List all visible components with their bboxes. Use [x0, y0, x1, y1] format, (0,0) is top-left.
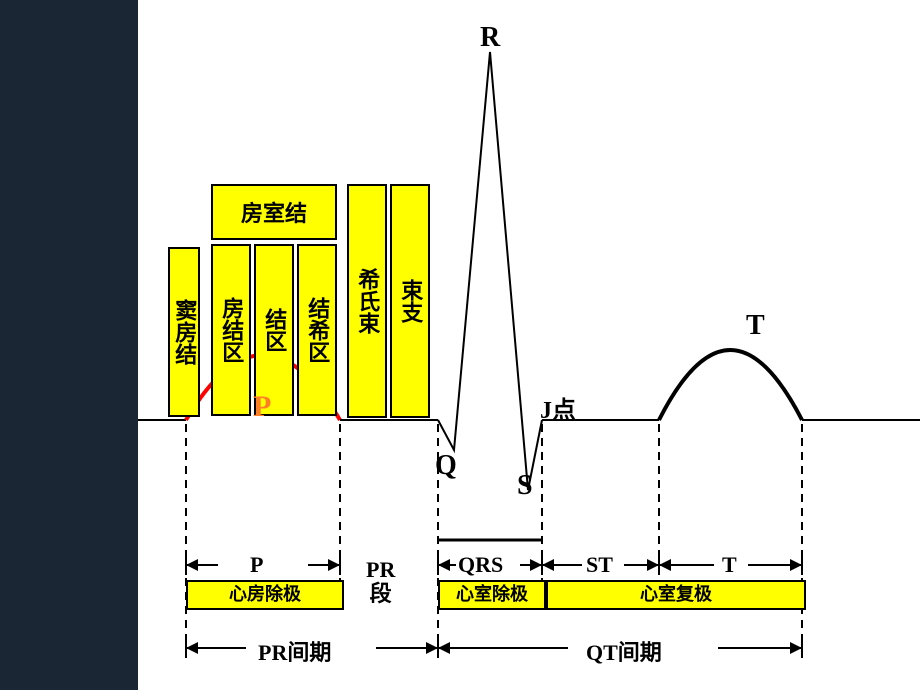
label-p-interval: P [250, 552, 263, 578]
label-t-seg: T [722, 552, 737, 578]
label-st: ST [586, 552, 613, 578]
box-av-h: 结希区 [297, 244, 337, 416]
box-sinus-node: 窦房结 [168, 247, 200, 417]
box-av-node-header: 房室结 [211, 184, 337, 240]
label-qrs: QRS [458, 552, 503, 578]
label-j-point: J点 [540, 390, 576, 425]
phase-atrial-depol: 心房除极 [186, 580, 344, 610]
t-wave [659, 350, 802, 420]
box-branch: 束支 [390, 184, 430, 418]
label-p-wave: P [253, 390, 271, 424]
label-pr-interval: PR间期 [258, 635, 331, 667]
qrs-complex [438, 52, 542, 490]
phase-vent-depol: 心室除极 [438, 580, 546, 610]
label-r: R [480, 22, 500, 54]
box-his: 希氏束 [347, 184, 387, 418]
box-av-a: 房结区 [211, 244, 251, 416]
label-q: Q [435, 450, 457, 482]
diagram-canvas: 窦房结 房室结 房结区 结区 结希区 希氏束 束支 P Q R S T J点 P… [138, 0, 920, 690]
label-qt-interval: QT间期 [586, 635, 662, 667]
label-s: S [517, 470, 533, 502]
phase-vent-repol: 心室复极 [546, 580, 806, 610]
label-pr-seg: PR 段 [366, 558, 395, 606]
label-t: T [746, 310, 765, 342]
